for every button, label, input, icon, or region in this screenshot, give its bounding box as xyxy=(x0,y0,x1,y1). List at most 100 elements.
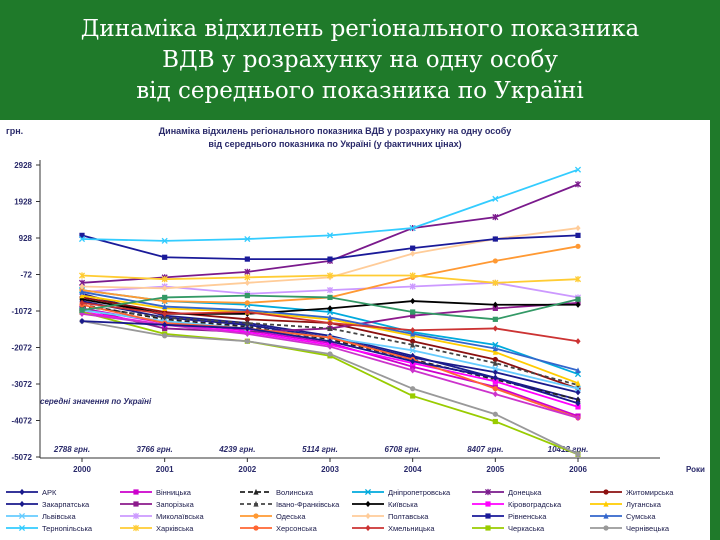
legend-marker xyxy=(18,524,26,532)
data-point xyxy=(162,314,168,321)
legend-marker xyxy=(365,524,371,532)
x-tick-label: 2002 xyxy=(238,465,256,474)
legend-label: Полтавська xyxy=(388,512,429,521)
data-point xyxy=(575,338,581,345)
data-point xyxy=(79,318,85,325)
data-point xyxy=(244,235,251,243)
data-point xyxy=(575,389,581,396)
legend-item: Луганська xyxy=(590,500,662,509)
data-point xyxy=(410,341,416,348)
legend-item: Донецька xyxy=(472,488,542,497)
legend-item: Миколаївська xyxy=(120,512,204,521)
data-point xyxy=(244,292,250,299)
legend-marker xyxy=(365,512,371,520)
data-point xyxy=(492,345,498,352)
data-point xyxy=(492,369,498,376)
data-point xyxy=(244,268,251,275)
legend-marker xyxy=(603,512,609,519)
data-point xyxy=(492,195,499,202)
data-point xyxy=(575,243,581,249)
legend-item: Львівська xyxy=(6,512,76,521)
legend-label: Київська xyxy=(388,500,419,509)
data-point xyxy=(409,347,416,354)
series-line xyxy=(81,168,579,242)
data-point xyxy=(326,232,334,239)
legend-marker xyxy=(133,489,139,495)
data-point xyxy=(327,305,333,312)
data-point xyxy=(410,309,416,315)
data-point xyxy=(409,283,416,290)
legend-marker xyxy=(603,489,609,495)
data-point xyxy=(575,400,581,407)
slide-title-line: ВДВ у розрахунку на одну особу xyxy=(162,47,558,73)
legend-item: Івано-Франківська xyxy=(240,500,340,509)
legend-label: Дніпропетровська xyxy=(388,488,451,497)
chart-title-line: від середнього показника по Україні (у ф… xyxy=(208,139,461,149)
data-point xyxy=(244,316,250,322)
data-point xyxy=(492,374,498,381)
data-point xyxy=(409,272,416,279)
data-point xyxy=(575,380,581,386)
data-point xyxy=(78,235,86,243)
series-line-group xyxy=(79,309,581,457)
mean-value-label: 8407 грн. xyxy=(467,445,503,454)
data-point xyxy=(244,338,250,344)
mean-value-label: 4239 грн. xyxy=(218,445,255,454)
y-tick-label: -4072 xyxy=(12,417,33,426)
legend-label: Сумська xyxy=(626,512,656,521)
data-point xyxy=(575,301,581,308)
data-point xyxy=(327,294,333,301)
data-point xyxy=(244,300,250,306)
legend-item: Тернопільська xyxy=(6,524,93,533)
x-tick-label: 2000 xyxy=(73,465,91,474)
data-point xyxy=(575,367,581,374)
data-point xyxy=(410,245,416,251)
slide-title-line: Динаміка відхилень регіонального показни… xyxy=(80,16,640,42)
data-point xyxy=(162,303,168,310)
data-point xyxy=(575,404,581,410)
legend: АРК Вінницька Волинська Дніпропетровська Дон… xyxy=(6,488,674,533)
legend-marker xyxy=(484,488,492,496)
data-point xyxy=(79,307,85,313)
data-point xyxy=(492,236,498,242)
y-tick-label: -2072 xyxy=(12,344,33,353)
data-point xyxy=(492,386,498,392)
y-tick-label: -3072 xyxy=(12,380,33,389)
legend-marker xyxy=(19,488,25,496)
legend-label: Вінницька xyxy=(156,488,192,497)
legend-label: Чернівецька xyxy=(626,524,670,533)
legend-marker xyxy=(253,488,259,495)
legend-label: Одеська xyxy=(276,512,306,521)
legend-label: Тернопільська xyxy=(42,524,93,533)
legend-item: Харківська xyxy=(120,524,194,533)
legend-label: Івано-Франківська xyxy=(276,500,340,509)
y-tick-label: -5072 xyxy=(12,453,33,462)
data-point xyxy=(492,349,498,355)
data-point xyxy=(574,276,582,283)
data-point xyxy=(79,296,85,303)
legend-marker xyxy=(485,525,491,531)
data-point xyxy=(326,308,334,316)
data-point xyxy=(79,299,85,306)
legend-item: Закарпатська xyxy=(6,500,90,509)
legend-label: Луганська xyxy=(626,500,662,509)
data-point xyxy=(327,325,333,332)
mean-value-label: 5114 грн. xyxy=(302,445,338,454)
y-tick-label: -72 xyxy=(20,271,32,280)
data-point xyxy=(492,325,498,332)
legend-item: Київська xyxy=(352,500,419,509)
legend-item: Полтавська xyxy=(352,512,429,521)
data-point xyxy=(410,338,416,344)
data-point xyxy=(410,297,416,305)
legend-item: Хмельницька xyxy=(352,524,435,533)
x-tick-label: 2004 xyxy=(404,465,422,474)
data-point xyxy=(492,360,498,366)
data-point xyxy=(162,294,168,301)
legend-item: Черкаська xyxy=(472,524,545,533)
data-point xyxy=(410,358,416,365)
data-point xyxy=(492,305,498,311)
mean-value-label: 6708 грн. xyxy=(385,445,421,454)
mean-value-label: 2788 грн. xyxy=(53,445,90,454)
data-point xyxy=(162,325,168,332)
legend-label: Черкаська xyxy=(508,524,545,533)
